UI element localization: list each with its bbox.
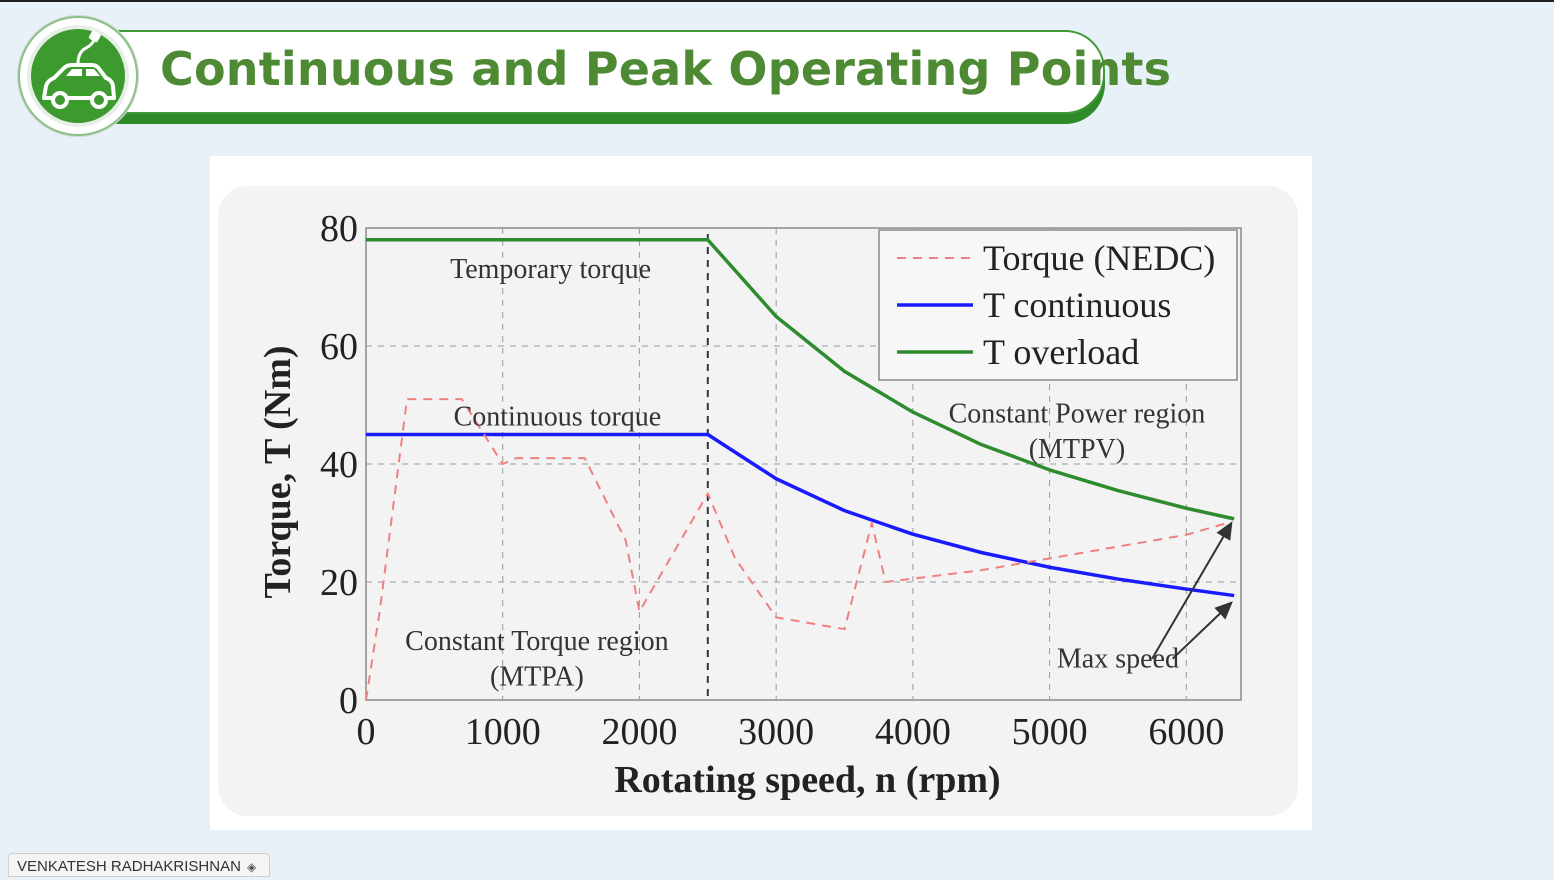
series-line-torque-nedc: [365, 398, 1228, 701]
y-axis-label: Torque, T (Nm): [257, 345, 299, 598]
y-tick-label: 60: [320, 326, 358, 368]
annotation-max-speed: Max speed: [1057, 644, 1179, 675]
legend-label: T continuous: [983, 285, 1171, 325]
legend-label: Torque (NEDC): [983, 238, 1215, 278]
presenter-name: VENKATESH RADHAKRISHNAN: [17, 858, 241, 875]
title-banner: [95, 30, 1105, 114]
torque-speed-chart: 0 1000 2000 3000 4000 5000 6000 0 20 40 60 80 Rotati…: [218, 186, 1298, 816]
y-tick-label: 20: [320, 562, 358, 604]
series-line-t-continuous: [366, 432, 1235, 598]
x-tick-label: 1000: [465, 711, 541, 753]
chart-card: 0 1000 2000 3000 4000 5000 6000 0 20 40 60 80 Rotati…: [210, 156, 1312, 830]
y-tick-label: 40: [320, 444, 358, 486]
max-speed-arrow-overload: [1151, 521, 1233, 660]
pin-icon: ◈: [246, 860, 257, 874]
x-tick-label: 6000: [1148, 711, 1224, 753]
annotation-constant-power-region: Constant Power region: [949, 399, 1206, 430]
annotation-mtpa: (MTPA): [490, 661, 584, 692]
series-line-t-overload: [366, 238, 1235, 521]
ev-car-plug-icon: [18, 16, 138, 136]
x-tick-label: 3000: [738, 711, 814, 753]
annotation-constant-torque-region: Constant Torque region: [405, 626, 668, 657]
x-tick-label: 5000: [1012, 711, 1088, 753]
x-tick-label: 4000: [875, 711, 951, 753]
annotation-mtpv: (MTPV): [1029, 434, 1125, 465]
y-tick-label: 0: [339, 680, 358, 722]
slide-title: Continuous and Peak Operating Points: [160, 42, 1172, 96]
presenter-label: VENKATESH RADHAKRISHNAN ◈: [8, 853, 270, 877]
window-top-edge: [0, 0, 1554, 2]
y-tick-label: 80: [320, 208, 358, 250]
annotation-continuous-torque: Continuous torque: [454, 402, 662, 433]
x-tick-label: 2000: [601, 711, 677, 753]
legend-label: T overload: [983, 332, 1139, 372]
max-speed-arrow-continuous: [1171, 601, 1233, 660]
annotation-temporary-torque: Temporary torque: [450, 254, 651, 285]
x-axis-label: Rotating speed, n (rpm): [614, 759, 1000, 801]
x-tick-label: 0: [357, 711, 376, 753]
